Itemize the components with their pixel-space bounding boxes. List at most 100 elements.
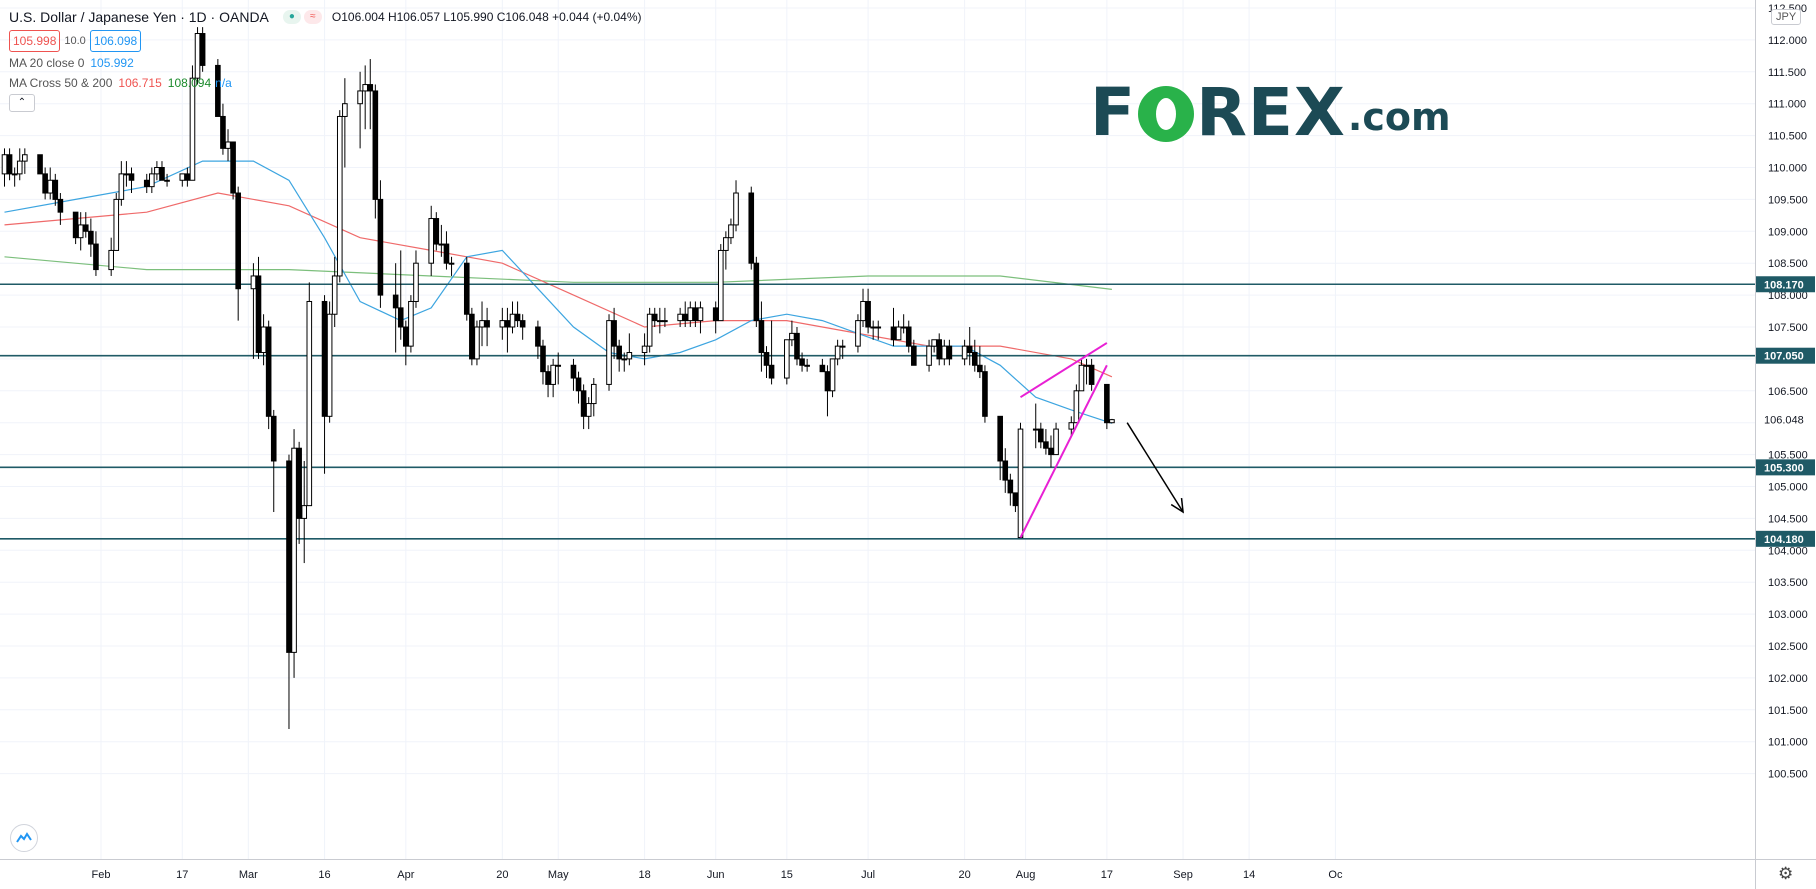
candle-body — [42, 173, 48, 194]
level-price-label: 107.050 — [1764, 351, 1804, 363]
candle-body — [748, 192, 755, 264]
candle-body — [509, 313, 516, 328]
time-axis: Feb 17 Mar 16 Apr 20 May 18 Jun 15 Jul 20 Aug 17 Sep 14… — [0, 859, 1816, 881]
candle-body — [6, 154, 13, 175]
sell-price-button[interactable]: 105.998 — [9, 30, 61, 52]
candle-body — [646, 313, 653, 347]
candle-body — [255, 275, 262, 354]
candle-body — [860, 300, 866, 322]
price-tick-label: 110.500 — [1768, 131, 1807, 143]
candle-body — [723, 237, 729, 251]
symbol-title[interactable]: U.S. Dollar / Japanese Yen · 1D · OANDA — [9, 9, 269, 25]
candle-body — [971, 352, 978, 366]
market-open-icon: ● — [282, 10, 301, 24]
price-tick-label: 104.500 — [1768, 513, 1808, 525]
candle-body — [250, 275, 257, 290]
candle-body — [52, 179, 59, 200]
candle-body — [982, 371, 988, 417]
candle-body — [1048, 447, 1054, 456]
candle-body — [931, 339, 937, 347]
candle-body — [448, 262, 455, 265]
drawings — [1019, 342, 1184, 538]
candle-body — [270, 415, 277, 462]
logo-o-icon — [1138, 85, 1195, 142]
gear-icon[interactable]: ⚙ — [1778, 864, 1794, 883]
candle-body — [296, 447, 302, 519]
candle-body — [839, 345, 846, 348]
price-tick-label: 105.500 — [1768, 450, 1808, 462]
candle-body — [1017, 428, 1024, 539]
candle-body — [1002, 460, 1009, 481]
price-tick-label: 110.000 — [1768, 163, 1807, 175]
candle-body — [834, 345, 841, 360]
level-price-tag — [1756, 459, 1815, 476]
candle-body — [590, 383, 597, 405]
candle-body — [697, 307, 704, 322]
price-tick-label: 100.500 — [1768, 769, 1808, 781]
candle-body — [733, 192, 739, 226]
candle-body — [93, 243, 99, 271]
candle-body — [326, 313, 333, 417]
candle-body — [794, 332, 800, 360]
candle-body — [855, 320, 861, 347]
candle-body — [301, 505, 308, 519]
candle-body — [926, 345, 932, 366]
ma20-label[interactable]: MA 20 close 0 — [9, 56, 85, 70]
price-tick-label: 111.000 — [1768, 99, 1806, 111]
candle-body — [641, 345, 648, 354]
candle-body — [717, 249, 724, 322]
price-tick-label: 101.000 — [1768, 737, 1808, 749]
price-tick-label: 103.000 — [1768, 609, 1808, 621]
collapse-legend-button[interactable]: ⌃ — [9, 94, 35, 112]
candle-body — [911, 345, 917, 366]
candle-body — [677, 313, 683, 322]
candle-body — [621, 358, 628, 361]
candle-body — [235, 192, 241, 290]
candle-body — [514, 313, 521, 322]
candle-body — [900, 326, 907, 329]
currency-badge[interactable]: JPY — [1771, 9, 1802, 25]
chart-legend: U.S. Dollar / Japanese Yen · 1D · OANDA … — [9, 8, 642, 112]
candle-body — [499, 320, 506, 328]
candle-body — [377, 198, 384, 296]
candle-body — [997, 415, 1003, 462]
time-tick-label: Jun — [707, 869, 725, 881]
candle-body — [1043, 441, 1049, 449]
candle-body — [220, 115, 226, 149]
candle-body — [540, 345, 546, 373]
time-tick-label: 20 — [958, 869, 970, 881]
candle-body — [819, 364, 826, 373]
candle-body — [570, 364, 577, 379]
buy-price-button[interactable]: 106.098 — [89, 30, 142, 52]
price-tick-label: 108.500 — [1768, 258, 1808, 270]
candle-body — [225, 141, 231, 149]
price-tick-label: 109.000 — [1768, 226, 1808, 238]
price-tick-label: 102.000 — [1768, 673, 1808, 685]
time-tick-label: 17 — [176, 869, 188, 881]
level-price-tag — [1756, 347, 1815, 364]
candle-body — [164, 179, 170, 182]
macross-label[interactable]: MA Cross 50 & 200 — [9, 76, 113, 90]
candle-body — [189, 77, 196, 181]
candle-body — [1053, 428, 1059, 456]
time-tick-label: Oc — [1328, 869, 1343, 881]
candle-body — [626, 352, 633, 360]
price-tick-label: 109.500 — [1768, 194, 1808, 206]
candle-body — [712, 307, 719, 322]
candle-body — [753, 262, 760, 322]
candle-body — [22, 154, 28, 162]
price-tick-label: 105.000 — [1768, 482, 1808, 494]
candle-body — [230, 141, 236, 194]
candle-body — [799, 358, 805, 366]
candle-body — [1007, 479, 1014, 494]
tradingview-icon[interactable] — [10, 824, 38, 852]
wedge-trendline — [1019, 342, 1108, 399]
candle-body — [1012, 492, 1019, 507]
arrow-head-icon — [1170, 498, 1184, 514]
candle-body — [463, 262, 470, 315]
candle-body — [118, 173, 125, 200]
ma50-value: 106.715 — [118, 76, 162, 90]
candle-body — [215, 64, 221, 117]
candle-body — [585, 403, 592, 417]
